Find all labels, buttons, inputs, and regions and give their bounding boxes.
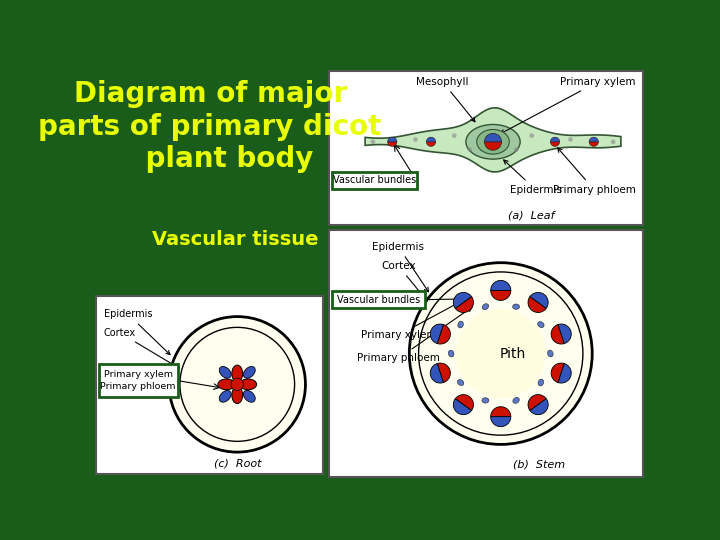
Ellipse shape: [232, 365, 243, 382]
Wedge shape: [528, 395, 546, 410]
Text: Vascular tissue: Vascular tissue: [152, 231, 318, 249]
Text: (b)  Stem: (b) Stem: [513, 460, 566, 469]
Text: Primary phloem: Primary phloem: [357, 307, 472, 363]
Ellipse shape: [218, 379, 235, 390]
Wedge shape: [431, 363, 444, 383]
Text: (a)  Leaf: (a) Leaf: [508, 211, 555, 221]
Circle shape: [456, 309, 546, 398]
Circle shape: [371, 139, 375, 144]
Wedge shape: [387, 137, 397, 142]
Text: Epidermis: Epidermis: [104, 309, 170, 355]
Text: Primary phloem: Primary phloem: [100, 382, 176, 391]
Wedge shape: [426, 142, 436, 146]
Text: Cortex: Cortex: [104, 328, 179, 368]
Ellipse shape: [220, 367, 231, 378]
Circle shape: [611, 139, 616, 144]
Circle shape: [413, 137, 418, 142]
Text: Vascular bundles: Vascular bundles: [337, 295, 420, 305]
Wedge shape: [437, 325, 451, 344]
Ellipse shape: [220, 390, 231, 402]
FancyBboxPatch shape: [329, 231, 644, 477]
Text: Primary xylem: Primary xylem: [104, 370, 173, 379]
Wedge shape: [589, 142, 598, 146]
Wedge shape: [551, 325, 564, 344]
Ellipse shape: [457, 380, 464, 386]
Text: Pith: Pith: [499, 347, 526, 361]
Circle shape: [568, 137, 573, 142]
FancyBboxPatch shape: [96, 296, 323, 475]
Ellipse shape: [243, 390, 255, 402]
Wedge shape: [551, 363, 564, 382]
Ellipse shape: [243, 367, 255, 378]
Circle shape: [514, 147, 518, 152]
Text: Mesophyll: Mesophyll: [416, 77, 475, 122]
Text: Vascular bundles: Vascular bundles: [333, 176, 416, 185]
Wedge shape: [558, 363, 571, 383]
Circle shape: [452, 133, 456, 138]
Circle shape: [169, 316, 305, 452]
FancyBboxPatch shape: [332, 172, 417, 189]
Wedge shape: [490, 280, 510, 291]
Text: (c)  Root: (c) Root: [214, 459, 261, 469]
Wedge shape: [431, 324, 444, 343]
Ellipse shape: [538, 322, 544, 328]
Wedge shape: [387, 142, 397, 146]
Wedge shape: [455, 296, 474, 313]
Wedge shape: [426, 137, 436, 142]
Wedge shape: [589, 137, 598, 142]
Circle shape: [409, 262, 593, 444]
Text: Primary phloem: Primary phloem: [553, 148, 636, 194]
Wedge shape: [490, 291, 510, 300]
Ellipse shape: [477, 130, 509, 154]
Ellipse shape: [513, 397, 519, 403]
Ellipse shape: [466, 125, 520, 159]
FancyBboxPatch shape: [329, 71, 644, 225]
Ellipse shape: [449, 350, 454, 357]
Wedge shape: [550, 137, 559, 142]
Wedge shape: [485, 133, 502, 142]
Wedge shape: [530, 293, 548, 308]
Text: Primary xylem: Primary xylem: [361, 297, 469, 340]
Text: Diagram of major
parts of primary dicot
    plant body: Diagram of major parts of primary dicot …: [38, 80, 382, 173]
Text: Epidermis: Epidermis: [504, 160, 562, 194]
FancyBboxPatch shape: [99, 364, 178, 397]
Wedge shape: [454, 293, 472, 308]
Wedge shape: [558, 324, 571, 343]
Ellipse shape: [482, 398, 489, 403]
Circle shape: [529, 133, 534, 138]
FancyBboxPatch shape: [332, 291, 425, 308]
Ellipse shape: [240, 379, 256, 390]
Ellipse shape: [482, 303, 489, 309]
Wedge shape: [490, 417, 510, 427]
Circle shape: [231, 378, 243, 390]
Polygon shape: [365, 108, 621, 172]
Wedge shape: [550, 142, 559, 146]
Wedge shape: [455, 395, 474, 410]
Text: Cortex: Cortex: [381, 261, 427, 301]
Wedge shape: [454, 399, 472, 415]
Circle shape: [180, 327, 294, 441]
Wedge shape: [528, 296, 546, 313]
Ellipse shape: [538, 379, 544, 386]
Wedge shape: [490, 407, 510, 417]
Ellipse shape: [547, 350, 553, 357]
Ellipse shape: [232, 387, 243, 403]
Wedge shape: [437, 363, 451, 382]
Ellipse shape: [458, 321, 464, 328]
Circle shape: [418, 272, 583, 435]
Wedge shape: [530, 399, 548, 415]
Text: Epidermis: Epidermis: [372, 241, 428, 292]
Wedge shape: [485, 142, 502, 150]
Circle shape: [467, 147, 472, 152]
Text: Primary xylem: Primary xylem: [500, 77, 636, 134]
Ellipse shape: [513, 304, 520, 309]
